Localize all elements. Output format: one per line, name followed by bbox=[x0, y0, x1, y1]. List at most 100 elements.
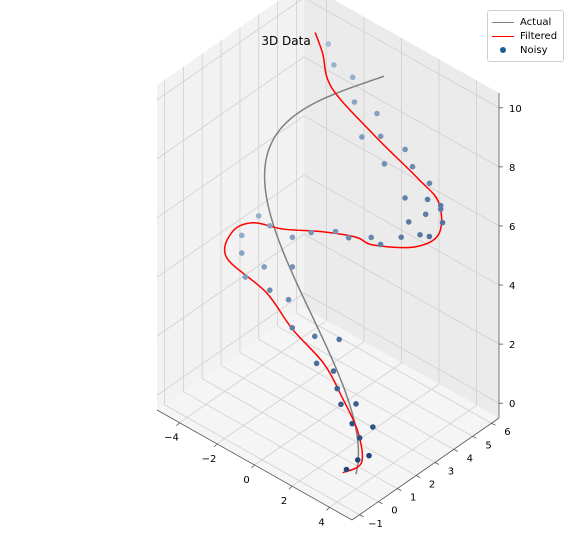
grid-lines bbox=[156, 0, 500, 521]
noisy-point bbox=[354, 457, 361, 463]
grid-line-x-floor bbox=[329, 404, 477, 508]
noisy-point bbox=[289, 234, 296, 241]
grid-line-y-floor bbox=[183, 391, 379, 503]
grid-line-x-floor bbox=[254, 362, 402, 466]
z-tick-label: 0 bbox=[509, 399, 515, 410]
legend-label-noisy: Noisy bbox=[520, 44, 548, 56]
x-tick-mark bbox=[213, 443, 218, 448]
noisy-point bbox=[424, 196, 431, 203]
noisy-point bbox=[332, 228, 339, 235]
z-tick-label: 8 bbox=[509, 163, 515, 174]
y-tick-label: 3 bbox=[448, 466, 454, 477]
legend-swatch-actual bbox=[492, 21, 514, 23]
grid-line-z-back bbox=[307, 0, 500, 109]
grid-line-z-back bbox=[303, 115, 500, 227]
noisy-point bbox=[370, 424, 376, 430]
noisy-point bbox=[255, 213, 262, 219]
noisy-point bbox=[266, 287, 273, 294]
noisy-point bbox=[308, 229, 314, 236]
noisy-point bbox=[366, 452, 372, 459]
noisy-point bbox=[381, 161, 388, 167]
noisy-point bbox=[338, 401, 344, 408]
noisy-point bbox=[368, 234, 375, 241]
x-tick-mark bbox=[251, 464, 255, 469]
noisy-point bbox=[351, 99, 358, 105]
noisy-point bbox=[285, 296, 292, 303]
x-tick-label: −4 bbox=[164, 433, 179, 444]
z-tick-label: 10 bbox=[509, 104, 522, 115]
grid-line-y-floor bbox=[239, 352, 436, 463]
noisy-point bbox=[439, 219, 446, 226]
y-tick-label: 4 bbox=[467, 453, 473, 464]
legend-item-noisy: Noisy bbox=[492, 43, 548, 57]
y-tick-mark bbox=[359, 514, 364, 518]
noisy-point bbox=[289, 324, 296, 331]
legend-item-actual: Actual bbox=[492, 15, 551, 29]
noisy-point bbox=[345, 234, 352, 241]
noisy-point bbox=[267, 222, 273, 229]
y-tick-label: 2 bbox=[429, 480, 435, 491]
noisy-point bbox=[349, 420, 355, 427]
noisy-point bbox=[359, 134, 365, 140]
noisy-point bbox=[405, 219, 412, 225]
legend-item-filtered: Filtered bbox=[492, 29, 557, 43]
grid-line-y-floor bbox=[258, 339, 454, 450]
noisy-point bbox=[336, 336, 342, 343]
grid-line-x-floor bbox=[216, 341, 365, 445]
noisy-point bbox=[417, 231, 423, 238]
noisy-point bbox=[242, 274, 249, 280]
x-tick-mark bbox=[288, 485, 293, 490]
x-tick-label: 0 bbox=[243, 475, 249, 486]
grid-line-y-floor bbox=[164, 404, 360, 516]
grid-line-y-floor bbox=[202, 378, 398, 489]
noisy-point bbox=[422, 211, 429, 218]
legend-swatch-filtered bbox=[492, 35, 514, 37]
noisy-point bbox=[377, 241, 384, 248]
filtered-line bbox=[223, 32, 443, 474]
noisy-point bbox=[238, 232, 245, 239]
y-axis-line bbox=[351, 417, 500, 521]
noisy-point bbox=[374, 110, 380, 117]
x-tick-mark bbox=[326, 507, 330, 511]
y-tick-mark bbox=[378, 501, 383, 505]
y-tick-mark bbox=[415, 475, 421, 478]
y-tick-label: 1 bbox=[410, 493, 416, 504]
y-tick-label: 0 bbox=[391, 506, 397, 517]
noisy-point bbox=[402, 146, 408, 153]
grid-line-z-back bbox=[303, 233, 500, 345]
noisy-point bbox=[313, 360, 320, 367]
z-tick-label: 6 bbox=[509, 222, 515, 233]
grid-line-z-left bbox=[156, 56, 305, 160]
grid-line-x-floor bbox=[179, 320, 327, 424]
noisy-point bbox=[398, 234, 405, 240]
y-tick-mark bbox=[472, 435, 477, 439]
tick-labels: −4 −2 0 2 4 −1 0 1 2 3 4 5 6 0 2 4 6 8 10 bbox=[164, 104, 522, 530]
noisy-point bbox=[426, 233, 433, 240]
noisy-point bbox=[353, 401, 359, 407]
legend-label-filtered: Filtered bbox=[520, 30, 558, 42]
legend-swatch-noisy bbox=[492, 47, 514, 53]
grid-line-z-back bbox=[303, 56, 500, 168]
x-tick-mark bbox=[176, 422, 180, 426]
noisy-point bbox=[437, 202, 444, 209]
chart-title: 3D Data bbox=[261, 34, 310, 48]
noisy-point bbox=[311, 333, 318, 340]
y-tick-label: 5 bbox=[485, 440, 491, 451]
noisy-point bbox=[325, 41, 332, 47]
x-tick-label: 4 bbox=[318, 517, 324, 528]
grid-line-y-floor bbox=[277, 325, 473, 437]
grid-line-y-floor bbox=[296, 312, 492, 424]
legend-label-actual: Actual bbox=[520, 16, 552, 28]
z-tick-label: 4 bbox=[509, 281, 515, 292]
noisy-point bbox=[330, 368, 337, 374]
x-tick-label: −2 bbox=[202, 454, 217, 465]
z-tick-label: 2 bbox=[509, 340, 515, 351]
legend: Actual Filtered Noisy bbox=[487, 10, 564, 62]
grid-line-z-back bbox=[303, 292, 500, 404]
grid-line-z-left bbox=[156, 174, 305, 278]
noisy-point bbox=[377, 133, 384, 140]
noisy-point bbox=[331, 62, 337, 68]
data-curves bbox=[223, 32, 443, 475]
grid-line-z-left bbox=[156, 115, 305, 219]
x-tick-label: 2 bbox=[281, 496, 287, 507]
